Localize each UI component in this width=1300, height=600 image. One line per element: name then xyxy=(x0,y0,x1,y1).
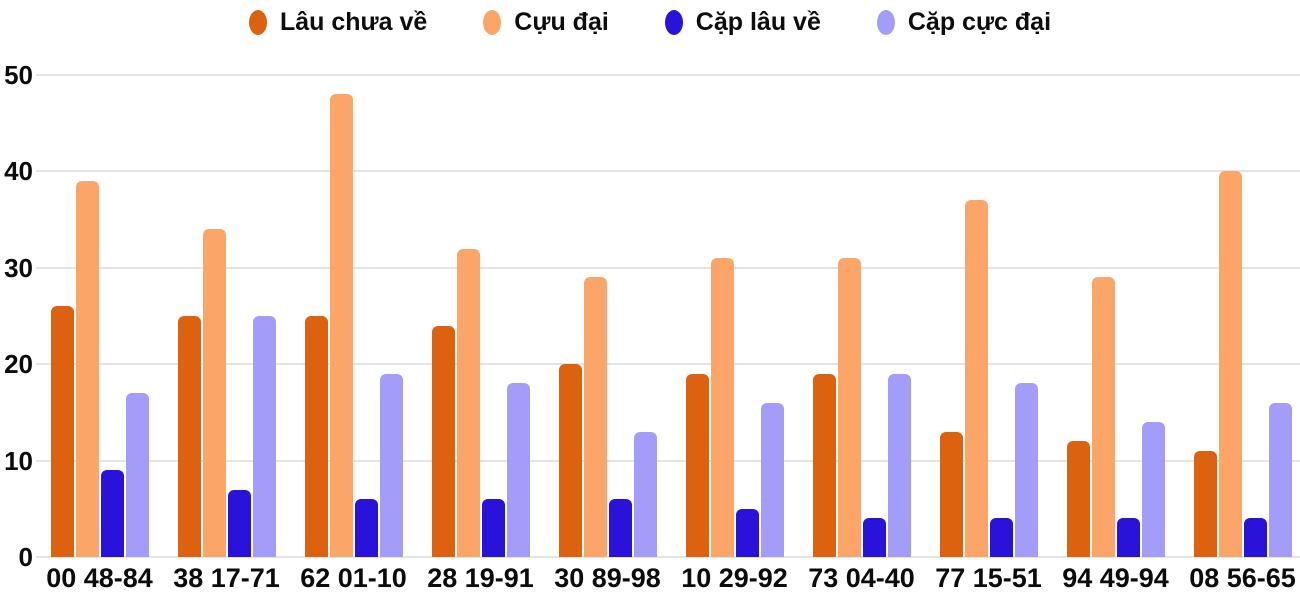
bar-10_29-92-series-1[interactable] xyxy=(710,258,734,557)
y-tick-label-10: 10 xyxy=(4,445,33,476)
bar-73_04-40-series-2[interactable] xyxy=(862,518,886,557)
y-tick-label-20: 20 xyxy=(4,349,33,380)
gridline-40 xyxy=(36,170,1300,173)
legend-label: Cặp lâu về xyxy=(695,8,821,36)
legend-dot-icon xyxy=(664,10,683,35)
legend-item-0[interactable]: Lâu chưa về xyxy=(248,8,428,37)
bar-10_29-92-series-3[interactable] xyxy=(760,402,784,557)
x-axis-label-2: 62 01-10 xyxy=(300,563,407,593)
gridline-50 xyxy=(36,74,1300,76)
legend-label: Cặp cực đại xyxy=(907,8,1052,36)
bar-77_15-51-series-2[interactable] xyxy=(989,518,1013,557)
bar-38_17-71-series-2[interactable] xyxy=(227,489,251,557)
legend-dot-icon xyxy=(876,10,895,35)
legend-label: Lâu chưa về xyxy=(279,8,428,36)
gridline-10 xyxy=(36,459,1300,462)
x-axis-label-6: 73 04-40 xyxy=(808,563,915,593)
bar-group-5 xyxy=(685,258,784,557)
bar-62_01-10-series-0[interactable] xyxy=(304,316,328,557)
legend-item-2[interactable]: Cặp lâu về xyxy=(664,8,821,37)
x-axis-label-4: 30 89-98 xyxy=(554,563,661,593)
bar-group-7 xyxy=(939,200,1038,557)
x-axis-label-5: 10 29-92 xyxy=(681,563,788,593)
bar-62_01-10-series-3[interactable] xyxy=(379,373,403,557)
bar-62_01-10-series-2[interactable] xyxy=(354,499,378,557)
bar-08_56-65-series-1[interactable] xyxy=(1218,171,1242,557)
bar-group-9 xyxy=(1193,171,1292,557)
bar-10_29-92-series-0[interactable] xyxy=(685,373,709,557)
legend-dot-icon xyxy=(483,10,502,35)
bar-73_04-40-series-1[interactable] xyxy=(837,258,861,557)
gridline-0 xyxy=(36,556,1300,558)
chart-legend: Lâu chưa về Cựu đại Cặp lâu về Cặp cực đại xyxy=(0,8,1300,37)
x-axis-label-7: 77 15-51 xyxy=(935,563,1042,593)
bar-group-0 xyxy=(50,181,149,557)
bar-00_48-84-series-0[interactable] xyxy=(50,306,74,557)
y-tick-label-40: 40 xyxy=(4,156,33,187)
bar-77_15-51-series-0[interactable] xyxy=(939,431,963,557)
bar-94_49-94-series-2[interactable] xyxy=(1116,518,1140,557)
bar-38_17-71-series-1[interactable] xyxy=(202,229,226,557)
gridline-20 xyxy=(36,363,1300,366)
y-tick-label-50: 50 xyxy=(4,60,33,90)
x-axis-label-3: 28 19-91 xyxy=(427,563,534,593)
bar-10_29-92-series-2[interactable] xyxy=(735,508,759,557)
bar-30_89-98-series-2[interactable] xyxy=(608,499,632,557)
bar-30_89-98-series-3[interactable] xyxy=(633,431,657,557)
x-axis-label-9: 08 56-65 xyxy=(1189,563,1296,593)
bar-28_19-91-series-1[interactable] xyxy=(456,248,480,557)
bar-94_49-94-series-3[interactable] xyxy=(1141,422,1165,557)
bar-group-2 xyxy=(304,94,403,557)
bar-group-8 xyxy=(1066,277,1165,557)
x-axis-label-8: 94 49-94 xyxy=(1062,563,1169,593)
gridline-30 xyxy=(36,266,1300,269)
legend-item-1[interactable]: Cựu đại xyxy=(483,8,609,37)
legend-dot-icon xyxy=(248,10,267,35)
bar-08_56-65-series-2[interactable] xyxy=(1243,518,1267,557)
bar-73_04-40-series-3[interactable] xyxy=(887,373,911,557)
y-tick-label-30: 30 xyxy=(4,252,33,283)
bar-73_04-40-series-0[interactable] xyxy=(812,373,836,557)
bar-94_49-94-series-1[interactable] xyxy=(1091,277,1115,557)
bar-38_17-71-series-0[interactable] xyxy=(177,316,201,557)
x-axis-label-1: 38 17-71 xyxy=(173,563,280,593)
bar-00_48-84-series-1[interactable] xyxy=(75,181,99,557)
bar-28_19-91-series-0[interactable] xyxy=(431,325,455,557)
bar-08_56-65-series-3[interactable] xyxy=(1268,402,1292,557)
bar-28_19-91-series-3[interactable] xyxy=(506,383,530,557)
bar-00_48-84-series-3[interactable] xyxy=(125,393,149,557)
bar-00_48-84-series-2[interactable] xyxy=(100,470,124,557)
legend-label: Cựu đại xyxy=(514,8,609,36)
legend-item-3[interactable]: Cặp cực đại xyxy=(876,8,1052,37)
bar-group-1 xyxy=(177,229,276,557)
y-tick-label-0: 0 xyxy=(18,542,33,572)
bar-30_89-98-series-1[interactable] xyxy=(583,277,607,557)
bar-38_17-71-series-3[interactable] xyxy=(252,316,276,557)
bar-30_89-98-series-0[interactable] xyxy=(558,364,582,557)
bar-94_49-94-series-0[interactable] xyxy=(1066,441,1090,557)
bar-28_19-91-series-2[interactable] xyxy=(481,499,505,557)
plot-area xyxy=(36,74,1300,558)
bar-group-4 xyxy=(558,277,657,557)
x-axis-label-0: 00 48-84 xyxy=(46,563,153,593)
bar-group-6 xyxy=(812,258,911,557)
bar-62_01-10-series-1[interactable] xyxy=(329,94,353,557)
bar-77_15-51-series-1[interactable] xyxy=(964,200,988,557)
bar-group-3 xyxy=(431,248,530,557)
bar-77_15-51-series-3[interactable] xyxy=(1014,383,1038,557)
bar-08_56-65-series-0[interactable] xyxy=(1193,450,1217,557)
